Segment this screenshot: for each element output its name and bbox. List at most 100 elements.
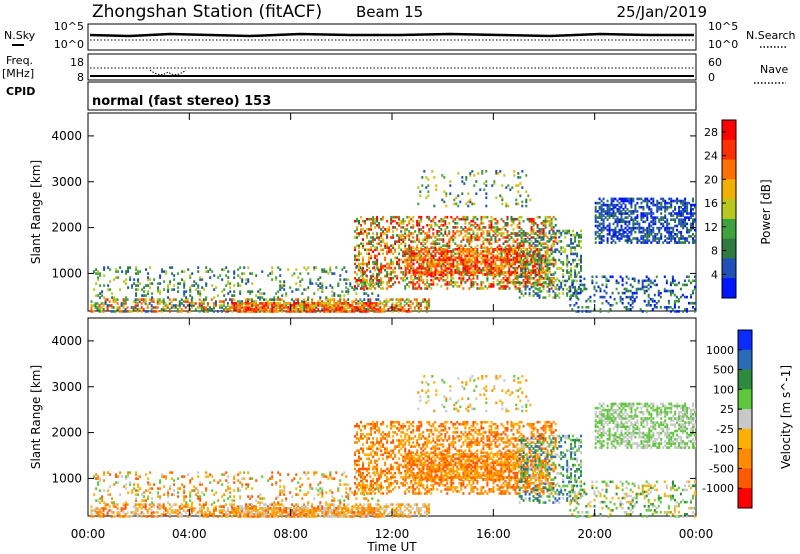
power-echo-cell <box>426 252 429 255</box>
power-echo-cell <box>596 216 599 219</box>
velocity-echo-cell <box>178 511 181 514</box>
power-echo-cell <box>380 264 383 268</box>
power-echo-cell <box>275 298 277 301</box>
power-echo-cell <box>512 266 515 270</box>
power-echo-cell <box>492 217 495 221</box>
power-echo-cell <box>281 286 284 289</box>
power-echo-cell <box>494 254 497 258</box>
power-echo-cell <box>222 300 225 303</box>
power-echo-cell <box>546 260 549 264</box>
power-echo-cell <box>273 300 275 303</box>
power-echo-cell <box>418 250 421 253</box>
power-echo-cell <box>520 273 523 276</box>
power-echo-cell <box>97 278 100 281</box>
power-echo-cell <box>611 304 614 307</box>
power-echo-cell <box>201 286 204 289</box>
power-echo-cell <box>558 235 561 239</box>
velocity-echo-cell <box>180 507 183 510</box>
power-echo-cell <box>376 272 379 276</box>
power-echo-cell <box>657 289 660 293</box>
power-echo-cell <box>571 279 574 283</box>
power-echo-cell <box>428 260 431 264</box>
power-echo-cell <box>485 192 488 195</box>
power-echo-cell <box>369 270 372 273</box>
power-echo-cell <box>337 302 340 305</box>
power-echo-cell <box>94 302 97 305</box>
power-echo-cell <box>532 256 535 260</box>
power-echo-cell <box>601 295 604 299</box>
power-echo-cell <box>150 300 153 303</box>
power-echo-cell <box>388 281 391 284</box>
power-echo-cell <box>445 204 448 208</box>
velocity-echo-cell <box>158 505 161 508</box>
power-echo-cell <box>684 241 687 244</box>
power-echo-cell <box>490 228 493 231</box>
power-echo-cell <box>373 306 376 309</box>
power-echo-cell <box>610 201 613 205</box>
y-tick-label: 1000 <box>51 266 82 280</box>
velocity-echo-cell <box>140 515 143 518</box>
power-echo-cell <box>494 240 497 243</box>
power-echo-cell <box>147 272 150 275</box>
power-echo-cell <box>297 308 300 311</box>
velocity-echo-cell <box>106 509 109 512</box>
power-echo-cell <box>548 219 551 223</box>
power-echo-cell <box>544 263 547 266</box>
power-echo-cell <box>410 254 413 258</box>
power-echo-cell <box>587 297 590 301</box>
power-echo-cell <box>548 268 551 272</box>
power-echo-cell <box>504 279 507 282</box>
power-echo-cell <box>446 215 449 219</box>
power-echo-cell <box>575 293 578 297</box>
power-echo-cell <box>365 292 368 295</box>
power-echo-cell <box>568 275 571 279</box>
power-echo-cell <box>694 275 696 279</box>
power-echo-cell <box>678 220 681 224</box>
power-echo-cell <box>400 236 403 239</box>
power-echo-cell <box>666 230 669 234</box>
power-echo-cell <box>423 306 426 309</box>
power-echo-cell <box>281 284 284 287</box>
power-echo-cell <box>408 234 411 237</box>
power-echo-cell <box>540 230 543 233</box>
power-echo-cell <box>572 294 575 297</box>
power-echo-cell <box>573 291 576 295</box>
velocity-echo-cell <box>176 513 179 516</box>
power-echo-cell <box>684 208 687 211</box>
power-echo-cell <box>612 205 615 209</box>
power-echo-cell <box>388 230 391 233</box>
power-echo-cell <box>460 250 463 253</box>
power-echo-cell <box>554 238 557 241</box>
power-echo-cell <box>315 306 318 309</box>
power-echo-cell <box>392 283 395 286</box>
power-echo-cell <box>546 266 549 270</box>
power-echo-cell <box>301 278 304 281</box>
power-echo-cell <box>530 219 533 223</box>
power-echo-cell <box>671 277 674 281</box>
power-echo-cell <box>639 287 642 291</box>
power-echo-cell <box>472 224 475 227</box>
power-echo-cell <box>442 274 445 278</box>
power-echo-cell <box>374 219 377 223</box>
power-echo-cell <box>423 170 426 173</box>
power-echo-cell <box>685 283 688 287</box>
power-echo-cell <box>620 203 623 207</box>
power-echo-cell <box>600 205 603 209</box>
power-echo-cell <box>519 182 522 185</box>
power-echo-cell <box>476 232 479 235</box>
power-echo-cell <box>566 260 569 264</box>
power-echo-cell <box>456 222 459 225</box>
power-heatmap <box>90 170 696 313</box>
power-echo-cell <box>364 262 366 266</box>
power-colorbar-swatch <box>722 179 736 200</box>
power-echo-cell <box>660 201 663 205</box>
power-echo-cell <box>112 298 115 301</box>
power-echo-cell <box>372 281 375 284</box>
power-echo-cell <box>544 260 547 264</box>
power-echo-cell <box>621 277 624 281</box>
power-echo-cell <box>217 294 220 297</box>
power-echo-cell <box>667 289 670 293</box>
power-echo-cell <box>578 242 580 245</box>
power-echo-cell <box>461 180 464 183</box>
power-echo-cell <box>630 203 633 207</box>
